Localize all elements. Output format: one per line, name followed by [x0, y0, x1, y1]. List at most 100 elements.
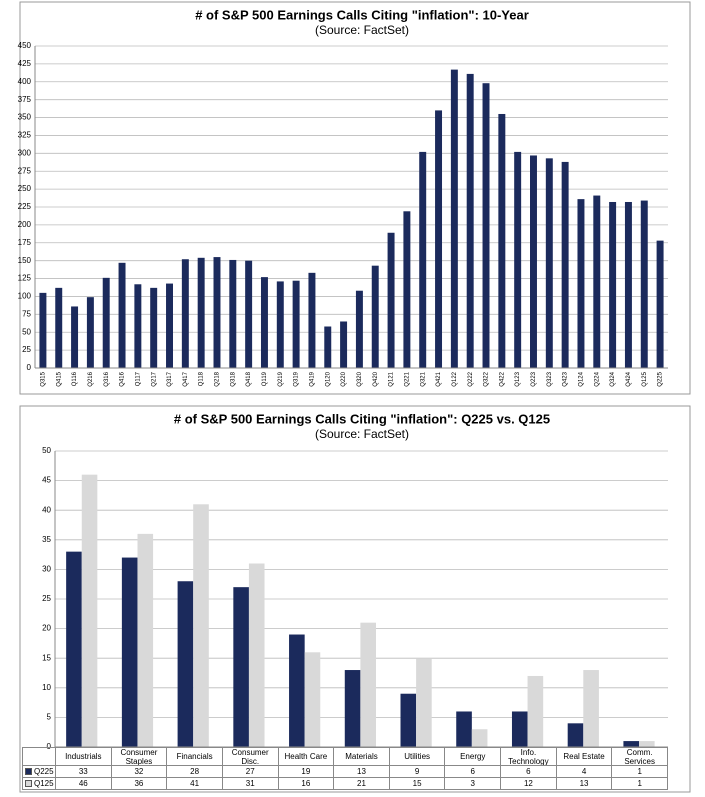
- y-tick-label: 0: [27, 363, 32, 372]
- y-tick-label: 100: [18, 292, 32, 301]
- data-label: 19: [278, 766, 335, 778]
- x-tick-label: Q319: [294, 371, 300, 386]
- y-tick-label: 175: [18, 238, 32, 247]
- x-tick-label: Q320: [357, 371, 363, 386]
- category-label: Financials: [167, 748, 223, 766]
- y-tick-label: 75: [22, 309, 31, 318]
- bar: [360, 622, 376, 747]
- y-tick-label: 35: [42, 535, 51, 544]
- x-tick-label: Q224: [594, 371, 600, 386]
- bar: [289, 634, 305, 747]
- x-tick-label: Q315: [40, 371, 46, 386]
- y-tick-label: 10: [42, 683, 51, 692]
- data-label: 21: [334, 778, 390, 790]
- category-label: Info. Technology: [501, 748, 557, 766]
- bar: [561, 161, 569, 368]
- category-label: Energy: [445, 748, 502, 766]
- y-tick-label: 400: [18, 77, 32, 86]
- bar: [66, 551, 82, 747]
- legend-swatch: [25, 780, 32, 787]
- bar: [81, 474, 98, 747]
- bar: [166, 283, 173, 368]
- x-tick-label: Q420: [373, 371, 379, 386]
- y-tick-label: 200: [18, 220, 32, 229]
- data-label: 16: [278, 778, 335, 790]
- data-label: 4: [556, 766, 613, 778]
- bar: [86, 297, 94, 368]
- x-tick-label: Q324: [610, 371, 616, 386]
- bar: [530, 155, 537, 368]
- x-tick-label: Q122: [452, 371, 458, 386]
- table-corner: [23, 748, 56, 766]
- bar: [624, 201, 632, 368]
- x-tick-label: Q220: [341, 371, 347, 386]
- x-tick-label: Q219: [278, 371, 284, 386]
- bar: [177, 581, 194, 747]
- bar: [344, 670, 361, 747]
- x-tick-label: Q118: [199, 371, 205, 386]
- x-tick-label: Q316: [104, 371, 110, 386]
- data-label: 12: [501, 778, 557, 790]
- x-tick-label: Q222: [468, 371, 474, 386]
- x-tick-label: Q317: [167, 371, 173, 386]
- x-tick-label: Q421: [436, 371, 442, 386]
- y-tick-label: 250: [18, 184, 32, 193]
- chart-subtitle: (Source: FactSet): [315, 23, 409, 37]
- bar: [245, 260, 253, 368]
- category-label: Comm. Services: [612, 748, 668, 766]
- x-tick-label: Q216: [88, 371, 94, 386]
- x-tick-label: Q422: [499, 371, 505, 386]
- bar: [248, 563, 265, 747]
- bar: [39, 292, 47, 368]
- data-label: 13: [556, 778, 613, 790]
- bar: [137, 533, 154, 747]
- bar: [340, 321, 348, 368]
- bar: [102, 277, 110, 368]
- data-label: 13: [334, 766, 390, 778]
- bar: [403, 211, 411, 368]
- bar: [593, 195, 601, 368]
- bar: [656, 240, 664, 368]
- legend-entry: Q225: [23, 766, 56, 778]
- bar: [193, 504, 209, 747]
- bar: [514, 151, 522, 368]
- y-tick-label: 25: [22, 345, 31, 354]
- y-tick-label: 5: [47, 713, 52, 722]
- category-label: Health Care: [278, 748, 335, 766]
- x-tick-label: Q424: [626, 371, 632, 386]
- y-tick-label: 425: [18, 59, 32, 68]
- y-tick-label: 300: [18, 148, 32, 157]
- data-label: 33: [56, 766, 112, 778]
- y-tick-label: 20: [42, 624, 51, 633]
- bar: [583, 670, 599, 747]
- y-tick-label: 325: [18, 131, 32, 140]
- bar: [308, 272, 316, 368]
- y-tick-label: 150: [18, 256, 32, 265]
- bar: [355, 290, 363, 368]
- bar: [640, 200, 648, 368]
- x-tick-label: Q318: [230, 371, 236, 386]
- bar: [292, 280, 300, 368]
- y-tick-label: 45: [42, 476, 51, 485]
- x-tick-label: Q419: [310, 371, 316, 386]
- y-tick-label: 225: [18, 202, 32, 211]
- x-tick-label: Q218: [215, 371, 221, 386]
- data-label: 6: [501, 766, 557, 778]
- x-tick-label: Q322: [484, 371, 490, 386]
- bar: [260, 277, 268, 368]
- data-label: 27: [222, 766, 279, 778]
- bar: [466, 73, 474, 368]
- x-tick-label: Q416: [120, 371, 126, 386]
- bar: [498, 113, 506, 368]
- bar: [233, 587, 249, 747]
- x-tick-label: Q225: [658, 371, 664, 386]
- x-tick-label: Q321: [420, 371, 426, 386]
- bar: [276, 281, 284, 368]
- x-tick-label: Q423: [563, 371, 569, 386]
- bar: [609, 201, 617, 368]
- category-label: Utilities: [389, 748, 446, 766]
- bar: [416, 658, 432, 747]
- bar: [527, 675, 544, 747]
- bar: [400, 693, 417, 747]
